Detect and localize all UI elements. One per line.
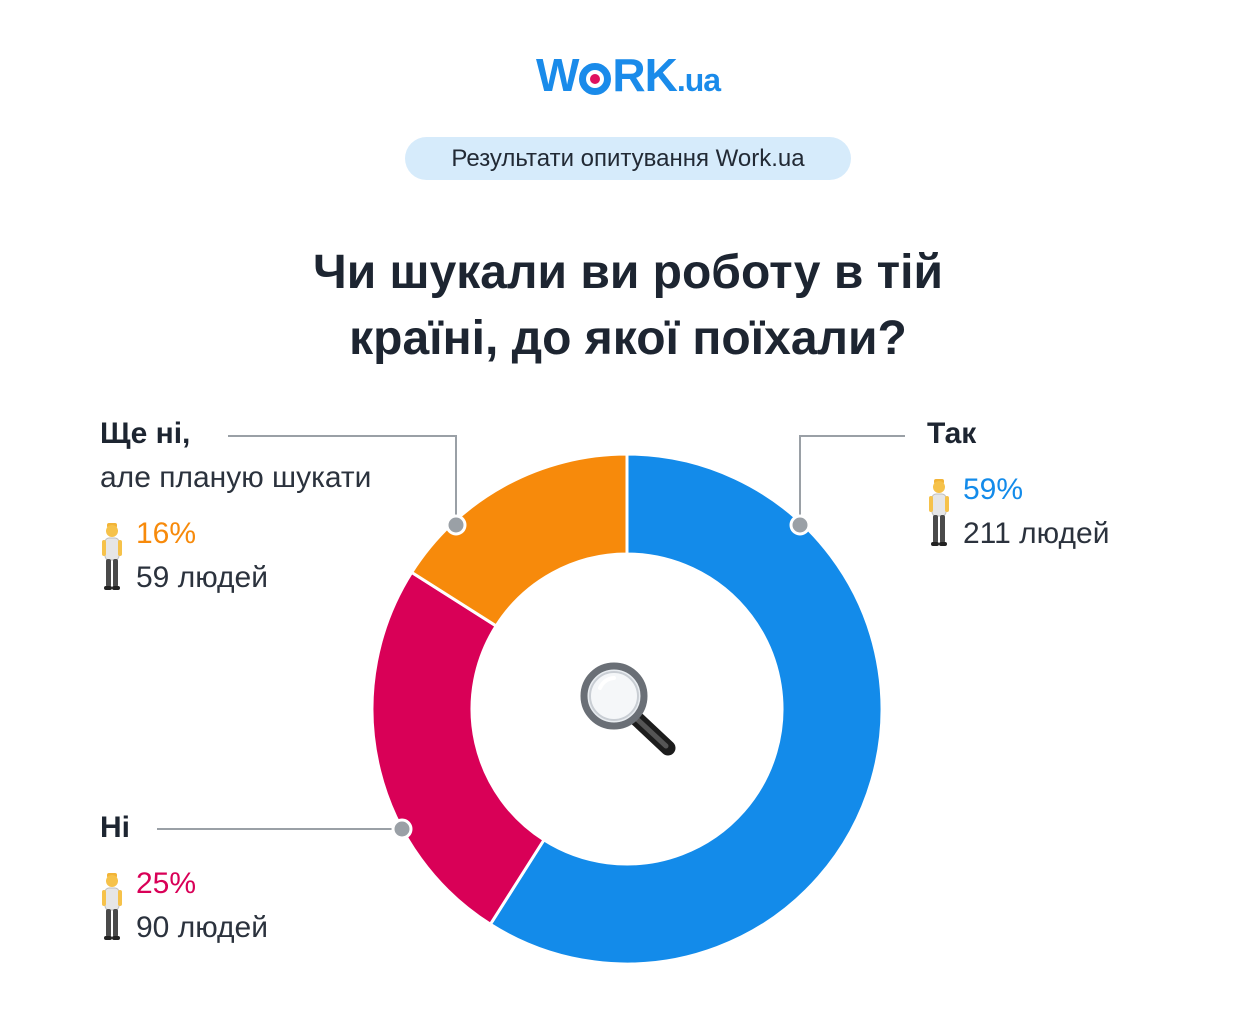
label-yes: Так [927, 417, 977, 450]
count-not-yet: 59 людей [136, 561, 268, 594]
label-not-yet: Ще ні, [100, 417, 191, 450]
title-line-1: Чи шукали ви роботу в тій [312, 246, 944, 299]
not-yet-leader-line [228, 435, 457, 525]
logo-o-ring [579, 63, 612, 95]
chart-title: Чи шукали ви роботу в тій країні, до яко… [0, 240, 1256, 372]
work-ua-logo: W RK.ua [0, 52, 1256, 98]
title-line-2: країні, до якої поїхали? [349, 312, 907, 365]
logo-text-rk: RK [612, 49, 677, 101]
slice-yes [488, 452, 884, 966]
sublabel-not-yet: але планую шукати [100, 461, 372, 494]
person-icon [98, 520, 126, 592]
person-icon [925, 476, 953, 548]
magnifier-icon [580, 662, 676, 756]
percent-no: 25% [136, 867, 197, 900]
no-leader-dot [391, 818, 413, 840]
yes-leader-line [799, 435, 905, 525]
logo-text-w: W [535, 49, 579, 101]
slice-not-yet [409, 452, 629, 629]
logo-text-domain: .ua [676, 62, 721, 98]
person-icon [98, 870, 126, 942]
percent-not-yet: 16% [136, 517, 197, 550]
label-no: Ні [100, 811, 130, 844]
count-yes: 211 людей [963, 517, 1110, 550]
count-no: 90 людей [136, 911, 268, 944]
survey-badge: Результати опитування Work.ua [405, 137, 851, 180]
percent-yes: 59% [963, 473, 1024, 506]
slice-no [370, 570, 547, 927]
yes-leader-dot [789, 514, 811, 536]
not-yet-leader-dot [445, 514, 467, 536]
